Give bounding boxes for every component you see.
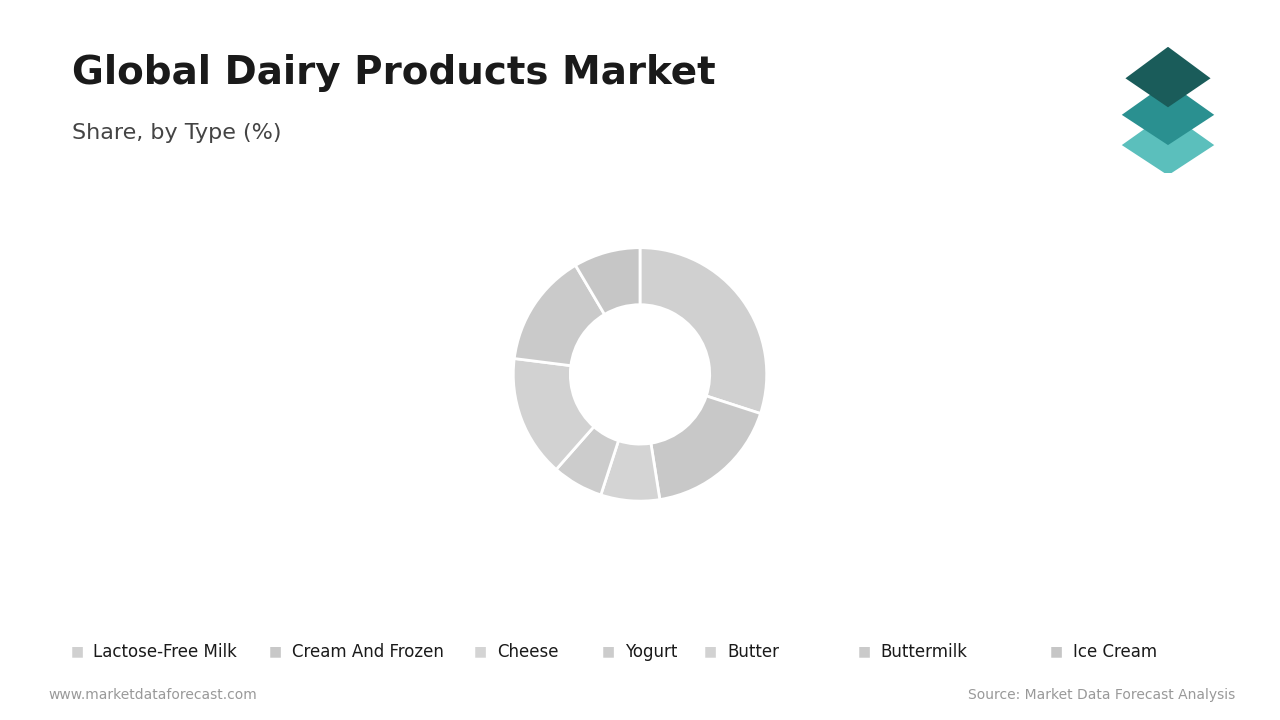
Polygon shape	[1121, 82, 1215, 145]
Wedge shape	[652, 396, 760, 500]
Text: ■: ■	[474, 644, 486, 659]
Text: ■: ■	[858, 644, 870, 659]
Text: Lactose-Free Milk: Lactose-Free Milk	[93, 642, 237, 661]
Text: ■: ■	[704, 644, 717, 659]
Text: Share, by Type (%): Share, by Type (%)	[72, 123, 282, 143]
Text: Buttermilk: Buttermilk	[881, 642, 968, 661]
Text: Yogurt: Yogurt	[625, 642, 677, 661]
Text: Global Dairy Products Market: Global Dairy Products Market	[72, 54, 716, 92]
Text: ■: ■	[70, 644, 83, 659]
Polygon shape	[1121, 112, 1215, 175]
Wedge shape	[513, 359, 594, 469]
Wedge shape	[576, 248, 640, 315]
Text: Ice Cream: Ice Cream	[1073, 642, 1157, 661]
Text: Cream And Frozen: Cream And Frozen	[292, 642, 444, 661]
Text: ■: ■	[1050, 644, 1062, 659]
Polygon shape	[1125, 47, 1211, 107]
Text: ■: ■	[602, 644, 614, 659]
Text: www.marketdataforecast.com: www.marketdataforecast.com	[49, 688, 257, 702]
Text: Source: Market Data Forecast Analysis: Source: Market Data Forecast Analysis	[968, 688, 1235, 702]
Wedge shape	[600, 441, 659, 501]
Wedge shape	[557, 427, 618, 495]
Text: Cheese: Cheese	[497, 642, 558, 661]
Wedge shape	[640, 248, 767, 413]
Wedge shape	[515, 266, 604, 366]
Text: Butter: Butter	[727, 642, 780, 661]
Text: ■: ■	[269, 644, 282, 659]
